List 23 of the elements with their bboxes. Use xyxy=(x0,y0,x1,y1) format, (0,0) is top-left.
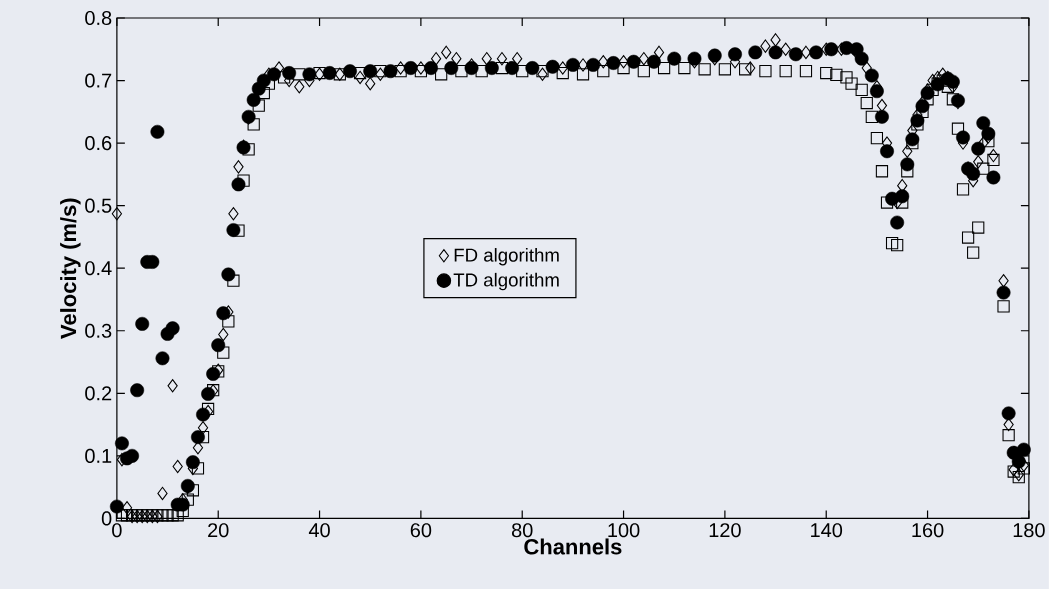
x-tick-label: 80 xyxy=(511,522,533,538)
y-tick-label: 0.1 xyxy=(85,448,112,463)
x-tick-label: 120 xyxy=(709,522,741,538)
y-tick-label: 0 xyxy=(101,511,112,526)
y-tick-label: 0.7 xyxy=(85,73,112,88)
legend-label: FD algorithm xyxy=(454,247,559,266)
y-tick-label: 0.4 xyxy=(85,260,112,276)
x-axis-title: Channels xyxy=(524,538,622,555)
x-tick-label: 20 xyxy=(208,522,229,538)
x-tick-label: 0 xyxy=(112,522,122,538)
legend-label: TD algorithm xyxy=(453,272,559,291)
x-tick-label: 60 xyxy=(410,522,432,538)
y-tick-label: 0.3 xyxy=(85,323,112,338)
y-tick-label: 0.8 xyxy=(85,10,112,25)
y-axis-title: Velocity (m/s) xyxy=(60,198,81,339)
x-tick-label: 180 xyxy=(1013,522,1045,538)
y-tick-label: 0.6 xyxy=(85,135,112,150)
y-tick-label: 0.5 xyxy=(85,198,112,213)
x-tick-label: 140 xyxy=(811,522,843,538)
y-tick-label: 0.2 xyxy=(85,386,112,401)
x-tick-label: 40 xyxy=(308,522,330,538)
x-tick-label: 100 xyxy=(608,522,640,538)
x-tick-label: 160 xyxy=(912,522,944,538)
